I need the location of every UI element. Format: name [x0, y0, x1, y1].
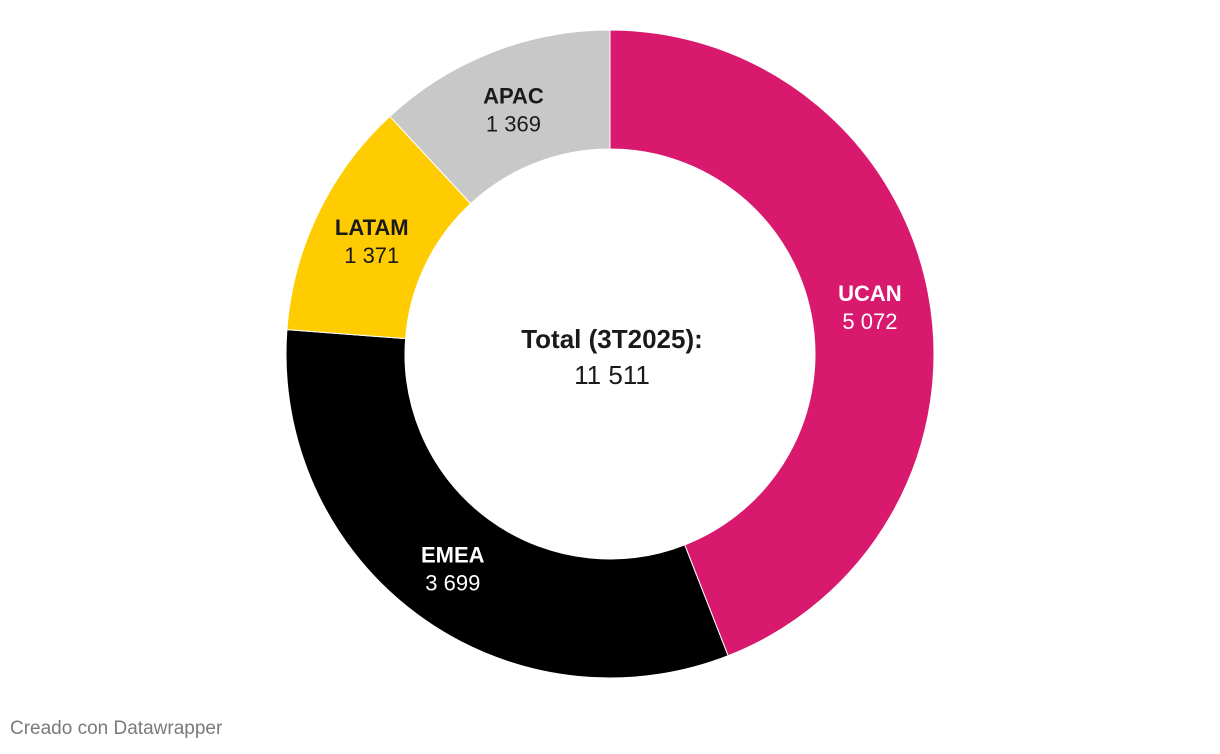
label-name-latam: LATAM — [335, 215, 409, 240]
label-name-apac: APAC — [483, 84, 544, 109]
label-value-emea: 3 699 — [425, 571, 480, 596]
chart-labels: UCAN 5 072 EMEA 3 699 LATAM 1 371 APAC 1 369 — [335, 84, 902, 596]
footer-credit: Creado con Datawrapper — [10, 718, 223, 739]
donut-chart: UCAN 5 072 EMEA 3 699 LATAM 1 371 APAC 1 369 To… — [285, 29, 935, 679]
label-value-apac: 1 369 — [486, 112, 541, 137]
slice-apac — [389, 29, 611, 205]
label-name-ucan: UCAN — [838, 281, 902, 306]
label-value-ucan: 5 072 — [842, 309, 897, 334]
label-name-emea: EMEA — [421, 543, 485, 568]
chart-slices — [285, 29, 935, 679]
chart-center-title: Total (3T2025): — [521, 324, 703, 354]
slice-emea — [285, 329, 729, 679]
chart-center-value: 11 511 — [574, 360, 650, 390]
slice-ucan — [609, 29, 935, 657]
label-value-latam: 1 371 — [344, 243, 399, 268]
